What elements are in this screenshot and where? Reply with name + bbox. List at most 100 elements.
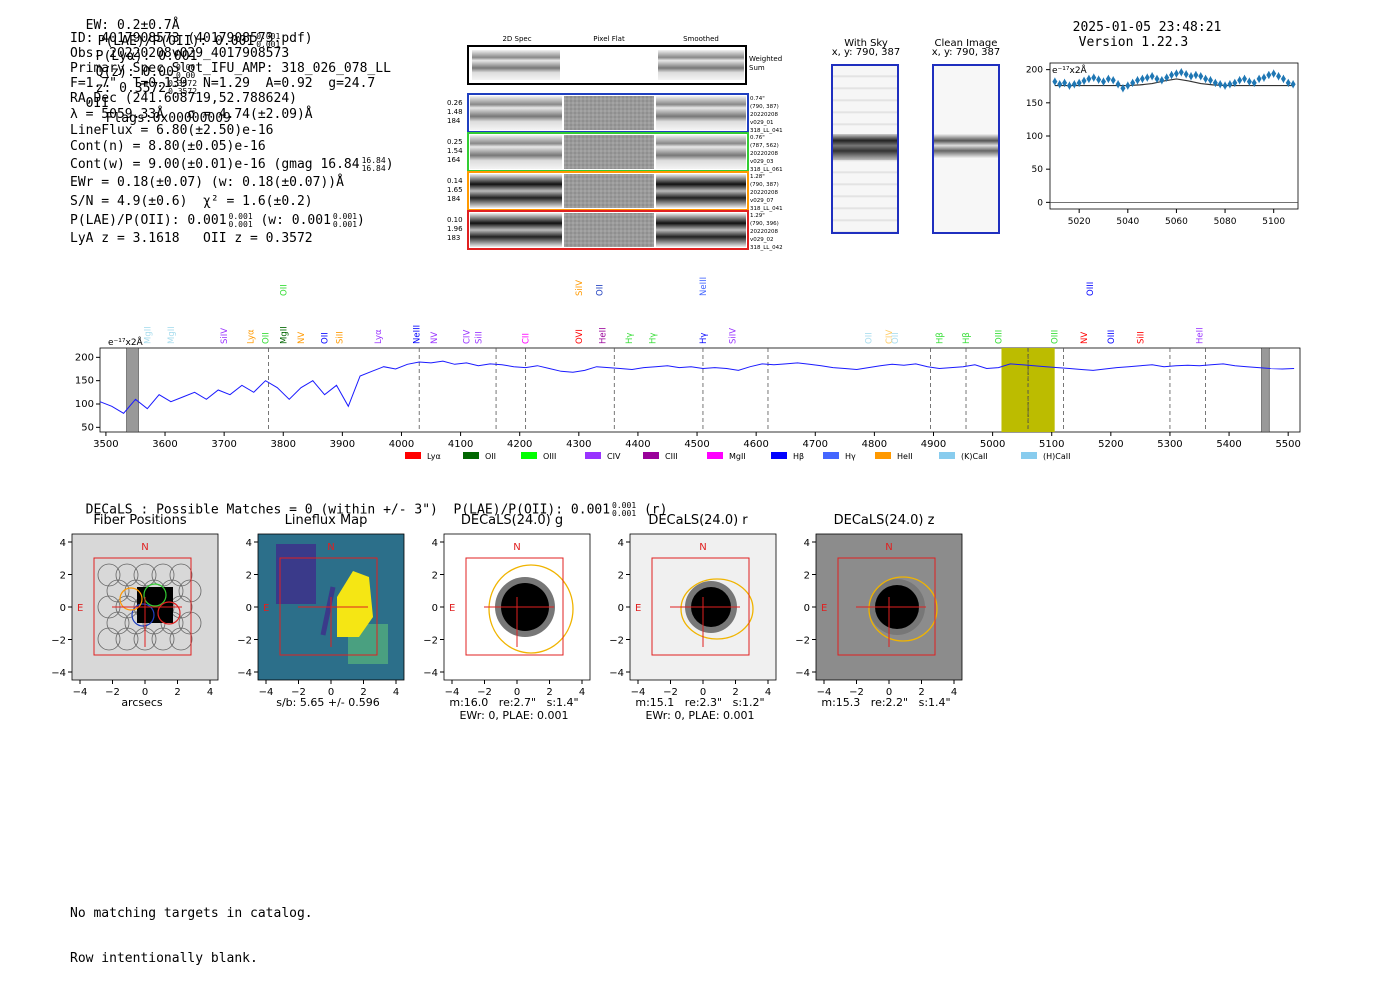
spec2d-row-detail: (790, 396) bbox=[750, 221, 779, 227]
spectrum-line-label-high: OII bbox=[279, 284, 289, 296]
spectrum-line-label: OII bbox=[864, 332, 874, 344]
cutout-source bbox=[137, 587, 173, 623]
header-z-range: 0.3572 0.3572 bbox=[168, 79, 198, 96]
fiber-circle bbox=[115, 627, 139, 651]
cutout-caption: m:15.3 re:2.2" s:1.4" bbox=[821, 696, 951, 709]
spectrum-ytick-label: 150 bbox=[75, 376, 94, 387]
zoom-point bbox=[1169, 70, 1175, 79]
spectrum-line-label-high: NeIII bbox=[699, 277, 709, 296]
spec2d-row-detail: 1.29" bbox=[750, 213, 765, 219]
cutout-ytick-label: 0 bbox=[804, 603, 810, 614]
spectrum-line-label: NV bbox=[1080, 332, 1090, 344]
cutout-east-label: E bbox=[449, 603, 455, 614]
zoom-point bbox=[1256, 74, 1262, 83]
spec2d-row-flat bbox=[564, 96, 654, 130]
spec2d-row-detail: v029_07 bbox=[750, 198, 774, 204]
zoom-point bbox=[1183, 70, 1189, 79]
cutout-east-label: E bbox=[821, 603, 827, 614]
cutout-ytick-label: 0 bbox=[60, 603, 66, 614]
cutout-north-label: N bbox=[885, 542, 892, 553]
zoom-point bbox=[1115, 80, 1121, 89]
spec2d-row-smooth bbox=[656, 135, 746, 169]
footer: No matching targets in catalog. Row inte… bbox=[70, 876, 313, 981]
cutout-north-label: N bbox=[327, 542, 334, 553]
spec2d-row-smooth bbox=[656, 96, 746, 130]
cutout-ytick-label: 0 bbox=[432, 603, 438, 614]
spec2d-row-detail: 318_LL_042 bbox=[750, 245, 783, 251]
header-qz: Q(z): 0.00 bbox=[95, 64, 174, 80]
spectrum-legend-swatch bbox=[463, 452, 479, 459]
info-obs: Obs: 20220208v029_4017908573 bbox=[70, 46, 290, 61]
info-sn: S/N = 4.9(±0.6) χ² = 1.6(±0.2) bbox=[70, 194, 313, 209]
cutout-xtick-label: 4 bbox=[579, 687, 585, 698]
cutout-ytick-label: 0 bbox=[246, 603, 252, 614]
spectrum-line-label: MgII bbox=[143, 326, 153, 344]
cutout-title: Fiber Positions bbox=[93, 513, 187, 528]
zoom-xtick-label: 5060 bbox=[1165, 217, 1188, 227]
spec2d-row-weight3: 164 bbox=[447, 156, 461, 164]
spectrum-line-label: Hγ bbox=[649, 333, 659, 344]
cutout-xtick-label: 2 bbox=[360, 687, 366, 698]
zoom-point bbox=[1100, 77, 1106, 86]
spec2d-col-flat: Pixel Flat bbox=[593, 35, 625, 43]
cutout-ytick-label: 2 bbox=[432, 571, 438, 582]
cutout-title: Lineflux Map bbox=[284, 513, 368, 528]
clean-trace bbox=[934, 134, 998, 158]
info-contw-row: Cont(w) = 9.00(±0.01)e-16 (gmag 16.84 16.… bbox=[70, 155, 394, 173]
spec2d-row-2d bbox=[470, 135, 562, 169]
info-radec: RA,Dec (241.608719,52.788624) bbox=[70, 91, 297, 106]
clean-panel: Clean Image x, y: 790, 387 bbox=[922, 38, 1010, 58]
spectrum-legend-swatch bbox=[521, 452, 537, 459]
info-lineflux: LineFlux = 6.80(±2.50)e-16 bbox=[70, 123, 274, 138]
zoom-point bbox=[1071, 80, 1077, 89]
spectrum-legend-label: OII bbox=[485, 452, 496, 461]
spec2d-weighted-label2: Sum bbox=[749, 64, 765, 72]
spectrum-line-label: HeII bbox=[598, 327, 608, 344]
spec2d-row-detail: (787, 562) bbox=[750, 143, 779, 149]
spectrum-line-label: Hβ bbox=[962, 332, 972, 344]
spec2d-row-2d bbox=[470, 96, 562, 130]
cutout-caption: m:16.0 re:2.7" s:1.4" bbox=[449, 696, 579, 709]
spec2d-weighted-row: Weighted Sum bbox=[467, 45, 782, 85]
spec2d-row-weight2: 1.54 bbox=[447, 147, 463, 155]
info-plae-w-range: 0.001 0.001 bbox=[332, 211, 358, 229]
zoom-xtick-label: 5100 bbox=[1262, 217, 1285, 227]
header-ew: EW: 0.2±0.7Å bbox=[85, 18, 180, 33]
spectrum-ytick-label: 200 bbox=[75, 352, 94, 363]
info-plae: P(LAE)/P(OII): 0.001 bbox=[70, 213, 227, 228]
spectrum-line-label: Lyα bbox=[247, 329, 257, 344]
cutout-svg: N E −4 −2 0 2 4 4 2 0 −2 −4 bbox=[423, 533, 591, 698]
zoom-ytick-label: 0 bbox=[1037, 198, 1043, 208]
zoom-axes-frame bbox=[1049, 62, 1299, 210]
cutout-caption-2: EWr: 0, PLAE: 0.001 bbox=[459, 709, 569, 722]
spectrum-legend-label: Hβ bbox=[793, 452, 804, 461]
zoom-plot-svg: 0 50 100 150 200 5020 5040 5060 5080 5100 e⁻¹⁷x2Å bbox=[1026, 62, 1299, 227]
zoom-point bbox=[1130, 78, 1136, 87]
spectrum-xtick-label: 4400 bbox=[625, 439, 650, 450]
spec2d-row-detail: 20220208 bbox=[750, 112, 778, 118]
zoom-xtick-label: 5040 bbox=[1116, 217, 1139, 227]
info-fwhm: F=1.7" T=0.139 N=1.29 A=0.92 g=24.7 bbox=[70, 76, 376, 91]
cutout-ytick-label: 4 bbox=[804, 538, 810, 549]
zoom-point bbox=[1198, 72, 1204, 81]
spectrum-legend-swatch bbox=[823, 452, 839, 459]
spectrum-line-label: OIII bbox=[995, 330, 1005, 344]
spectrum-legend-swatch bbox=[707, 452, 723, 459]
decals-summary-range: 0.001 0.001 bbox=[612, 501, 637, 518]
fiber-circle bbox=[97, 627, 121, 651]
clean-title: Clean Image bbox=[934, 38, 998, 49]
with-sky-xy: x, y: 790, 387 bbox=[831, 47, 901, 58]
spec2d-row-2d bbox=[470, 213, 562, 247]
cutout-panel: Fiber Positions N E −4 −2 0 2 4 4 2 0 −2 −4 arcsecs bbox=[40, 510, 226, 730]
spec2d-col-smooth: Smoothed bbox=[683, 35, 719, 43]
spec2d-row-weight2: 1.65 bbox=[447, 186, 463, 194]
zoom-point bbox=[1149, 72, 1155, 81]
spectrum-plot-svg: MgII MgII SiIV Lyα OII MgII NV OII SiII Lyα NeIII N… bbox=[75, 277, 1301, 461]
cutout-aperture-box bbox=[651, 557, 750, 656]
spec2d-row-detail: (790, 387) bbox=[750, 104, 779, 110]
header-flags: Flags:0x00000009 bbox=[105, 111, 231, 126]
spectrum-line-label: CII bbox=[522, 333, 532, 344]
spectrum-line-label: OII bbox=[321, 332, 331, 344]
